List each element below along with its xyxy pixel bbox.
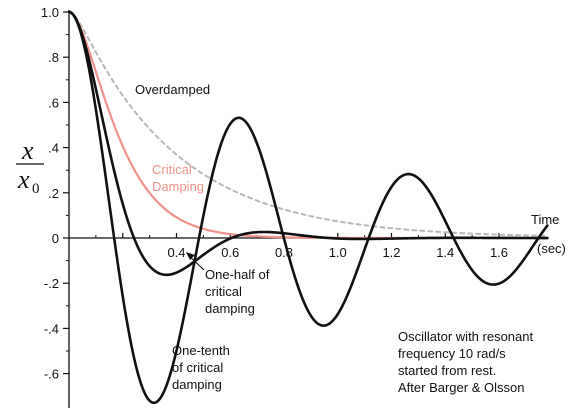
x-tick-label: 1.4	[436, 245, 454, 260]
series-line-tenth-critical	[69, 12, 547, 403]
series-line-half-critical	[69, 12, 547, 275]
x-axis-label: Time	[531, 212, 559, 227]
y-tick-label: .4	[48, 141, 59, 156]
label-critical-line-2: Damping	[152, 179, 204, 194]
y-tick-label: .6	[48, 95, 59, 110]
y-axis-label: x x 0	[16, 136, 44, 197]
annotation-line-2: frequency 10 rad/s	[398, 346, 506, 361]
y-axis-label-numerator: x	[21, 136, 34, 165]
x-tick-label: 0.6	[221, 245, 239, 260]
series-line-critical	[69, 12, 547, 238]
y-tick-label: .8	[48, 50, 59, 65]
label-tenth-line-3: damping	[172, 377, 222, 392]
y-tick-label: .2	[48, 186, 59, 201]
y-ticks: 1.0 .8 .6 .4 .2 0 -.2 -.4 -.6	[41, 5, 69, 382]
y-tick-label: -.6	[44, 367, 59, 382]
x-tick-label: 1.0	[329, 245, 347, 260]
series-line-overdamped	[69, 12, 547, 236]
annotation-line-1: Oscillator with resonant	[398, 329, 533, 344]
series-layer	[69, 12, 547, 403]
annotation-line-3: started from rest.	[398, 363, 496, 378]
label-half-line-1: One-half of	[205, 267, 270, 282]
label-tenth-line-2: of critical	[172, 360, 223, 375]
label-overdamped: Overdamped	[135, 82, 210, 97]
x-tick-label: 1.2	[382, 245, 400, 260]
y-tick-label: 1.0	[41, 5, 59, 20]
x-axis-unit: (sec)	[537, 241, 566, 256]
y-axis-label-denominator: x	[17, 165, 30, 194]
label-half-line-3: damping	[205, 301, 255, 316]
y-axis-label-subscript: 0	[32, 181, 40, 197]
label-tenth-line-1: One-tenth	[172, 343, 230, 358]
label-half-line-2: critical	[205, 284, 242, 299]
label-critical-line-1: Critical	[152, 162, 192, 177]
y-tick-label: -.2	[44, 276, 59, 291]
x-tick-label: 1.6	[490, 245, 508, 260]
y-tick-label: -.4	[44, 321, 59, 336]
annotation-line-4: After Barger & Olsson	[398, 380, 524, 395]
y-tick-label: 0	[52, 231, 59, 246]
x-tick-label: 0.4	[167, 245, 185, 260]
